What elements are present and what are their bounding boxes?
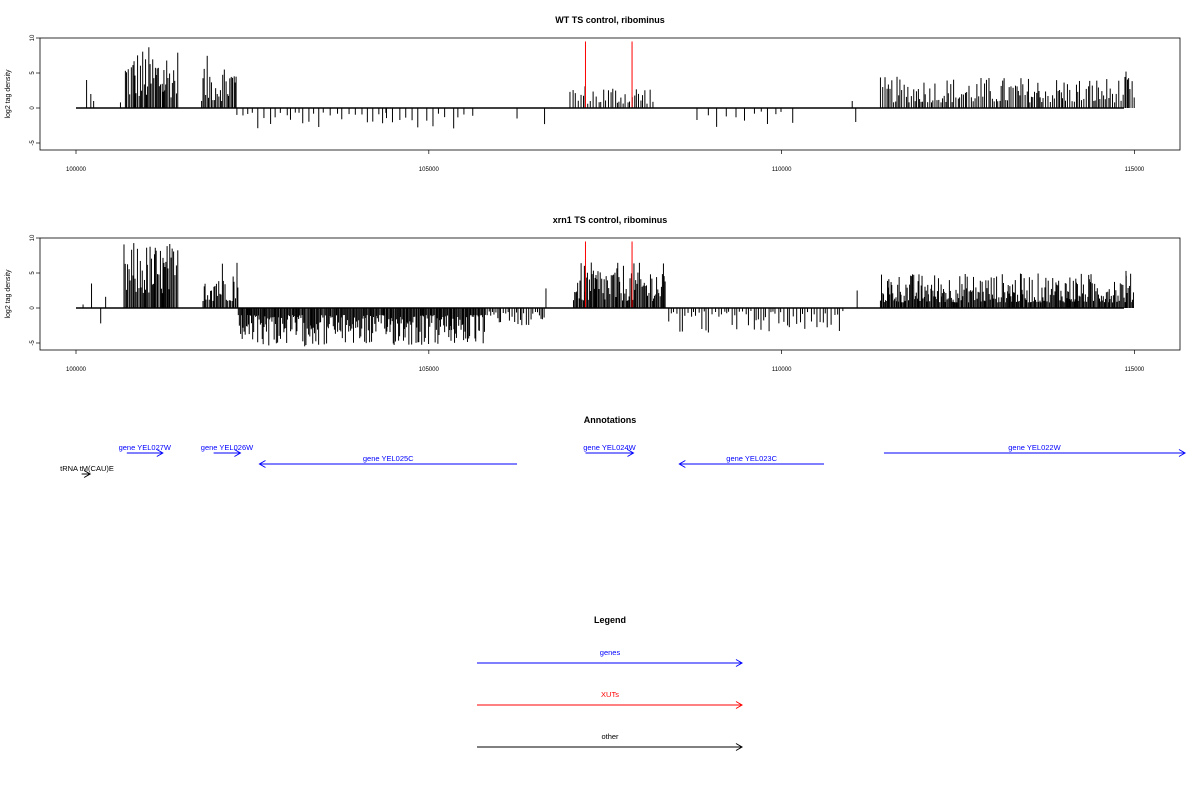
annotation-arrow-head: [1178, 449, 1186, 457]
y-tick-label: 10: [30, 234, 36, 241]
annotation-feature: gene YEL024W: [583, 443, 637, 457]
annotation-arrow-head: [627, 449, 635, 457]
y-tick-label: 5: [30, 271, 36, 275]
legend-label: other: [601, 732, 619, 741]
annotation-arrow-head: [156, 449, 164, 457]
annotations-panel: Annotations gene YEL027W gene YEL026W gene…: [60, 415, 1186, 478]
xrn1-track-panel: xrn1 TS control, ribominus log2 tag dens…: [5, 215, 1181, 373]
x-tick-label: 115000: [1125, 367, 1145, 373]
annotation-label: gene YEL026W: [201, 443, 254, 452]
legend-title: Legend: [594, 615, 626, 625]
plot-frame: [39, 237, 1181, 351]
legend-item: genes: [477, 648, 743, 667]
y-tick-label: -5: [30, 140, 36, 146]
y-tick-label: -5: [30, 340, 36, 346]
annotation-feature: gene YEL023C: [678, 454, 824, 468]
x-tick-label: 100000: [66, 167, 87, 173]
legend-arrow-head: [735, 701, 743, 709]
annotation-feature: gene YEL027W: [119, 443, 172, 457]
legend-item: XUTs: [477, 690, 743, 709]
x-tick-label: 100000: [66, 367, 87, 373]
annotation-label: gene YEL024W: [583, 443, 636, 452]
annotations-title: Annotations: [584, 415, 637, 425]
x-tick-label: 110000: [772, 367, 792, 373]
legend-panel: Legend genes XUTs other: [477, 615, 743, 751]
density-bars: [82, 241, 1134, 347]
xrn1-track-title: xrn1 TS control, ribominus: [553, 215, 668, 225]
annotation-label: gene YEL025C: [363, 454, 414, 463]
legend-arrow-head: [735, 743, 743, 751]
plot-frame: [39, 37, 1181, 151]
wt-track-panel: WT TS control, ribominus log2 tag densit…: [5, 15, 1181, 173]
annotation-label: gene YEL022W: [1008, 443, 1061, 452]
legend-item: other: [477, 732, 743, 751]
annotation-label: gene YEL027W: [119, 443, 172, 452]
x-tick-label: 115000: [1125, 167, 1145, 173]
legend-label: XUTs: [601, 690, 619, 699]
xrn1-track-ylabel: log2 tag density: [5, 269, 12, 319]
annotation-feature: gene YEL025C: [258, 454, 518, 468]
annotation-feature: tRNA tM(CAU)E: [60, 464, 114, 478]
wt-track-ylabel: log2 tag density: [5, 69, 12, 119]
x-tick-label: 105000: [419, 367, 440, 373]
annotation-feature: gene YEL026W: [201, 443, 254, 457]
y-tick-label: 10: [30, 34, 36, 41]
density-bars: [86, 41, 1135, 129]
annotation-arrow-head: [678, 460, 686, 468]
legend-arrow-head: [735, 659, 743, 667]
x-tick-label: 110000: [772, 167, 792, 173]
y-tick-label: 0: [30, 106, 36, 110]
annotation-arrow-head: [83, 470, 92, 478]
legend-label: genes: [600, 648, 621, 657]
x-tick-label: 105000: [419, 167, 440, 173]
annotation-label: tRNA tM(CAU)E: [60, 464, 114, 473]
annotation-arrow-head: [234, 449, 242, 457]
wt-track-title: WT TS control, ribominus: [555, 15, 665, 25]
y-tick-label: 5: [30, 71, 36, 75]
annotation-arrow-head: [258, 460, 266, 468]
annotation-label: gene YEL023C: [726, 454, 777, 463]
annotation-feature: gene YEL022W: [883, 443, 1186, 457]
y-tick-label: 0: [30, 306, 36, 310]
